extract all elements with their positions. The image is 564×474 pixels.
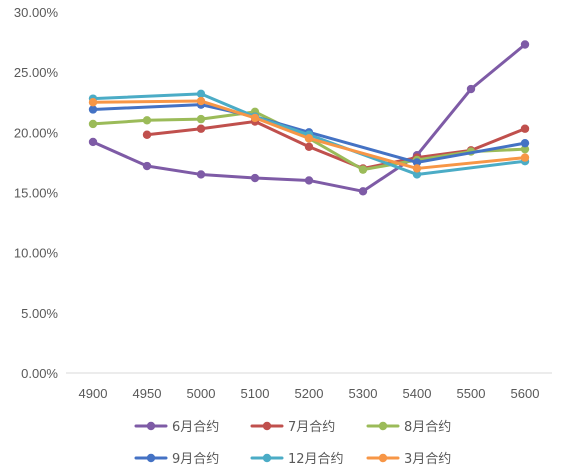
legend-swatch-marker <box>146 421 156 431</box>
data-point <box>142 130 152 139</box>
legend-label: 3月合约 <box>404 452 451 467</box>
series-line <box>91 92 527 176</box>
data-point <box>412 170 422 179</box>
x-tick-label: 5400 <box>403 386 432 401</box>
x-tick-label: 5300 <box>349 386 378 401</box>
data-point <box>412 158 422 167</box>
data-point <box>520 144 530 154</box>
data-point <box>358 165 368 174</box>
y-tick-label: 0.00% <box>21 366 58 381</box>
data-point <box>250 173 260 183</box>
data-point <box>304 142 314 151</box>
x-tick-label: 4950 <box>133 386 162 401</box>
legend-swatch-marker <box>378 421 388 431</box>
legend: 6月合约 7月合约 8月合约 9月合约 12月合约 3月合约 <box>134 420 451 467</box>
data-point <box>196 124 206 133</box>
x-tick-label: 5100 <box>241 386 270 401</box>
data-point <box>142 161 152 171</box>
data-point <box>304 134 314 143</box>
x-tick-label: 5200 <box>295 386 324 401</box>
legend-item: 6月合约 <box>134 420 219 435</box>
data-point <box>304 176 314 185</box>
legend-item: 9月合约 <box>134 452 219 467</box>
series-line <box>91 99 527 170</box>
data-point <box>88 105 98 114</box>
data-point <box>358 187 368 196</box>
data-point <box>196 170 206 179</box>
legend-item: 3月合约 <box>366 452 451 467</box>
legend-swatch-marker <box>262 421 272 431</box>
x-tick-label: 5000 <box>187 386 216 401</box>
series-1 <box>88 40 530 196</box>
data-point <box>520 124 530 133</box>
x-axis-tick-labels: 4900 4950 5000 5100 5200 5300 5400 5500 5600 <box>79 386 540 401</box>
data-point <box>88 137 98 147</box>
legend-item: 7月合约 <box>250 420 335 435</box>
series-lines <box>88 40 530 196</box>
legend-label: 9月合约 <box>172 452 219 467</box>
y-tick-label: 20.00% <box>14 125 59 140</box>
y-tick-label: 25.00% <box>14 65 59 80</box>
legend-swatch-marker <box>262 453 272 463</box>
legend-label: 12月合约 <box>288 452 344 467</box>
data-point <box>142 116 152 125</box>
legend-label: 8月合约 <box>404 420 451 435</box>
data-point <box>250 113 260 123</box>
x-tick-label: 5600 <box>511 386 540 401</box>
data-point <box>466 84 476 94</box>
legend-item: 8月合约 <box>366 420 451 435</box>
data-point <box>88 98 98 107</box>
data-point <box>520 40 530 49</box>
data-point <box>196 114 206 124</box>
x-tick-label: 4900 <box>79 386 108 401</box>
x-tick-label: 5500 <box>457 386 486 401</box>
legend-item: 12月合约 <box>250 452 344 467</box>
data-point <box>88 119 98 129</box>
y-axis-tick-labels: 0.00% 5.00% 10.00% 15.00% 20.00% 25.00% 30.00% <box>14 5 59 381</box>
legend-swatch-marker <box>146 453 156 463</box>
y-tick-label: 15.00% <box>14 186 59 201</box>
data-point <box>520 138 530 148</box>
series-6 <box>88 96 530 173</box>
y-tick-label: 5.00% <box>21 306 58 321</box>
data-point <box>412 164 422 173</box>
legend-swatch-marker <box>378 453 388 463</box>
data-point <box>196 89 206 99</box>
y-tick-label: 30.00% <box>14 5 59 20</box>
data-point <box>520 153 530 162</box>
legend-label: 7月合约 <box>288 420 335 435</box>
y-tick-label: 10.00% <box>14 246 59 261</box>
data-point <box>196 96 206 106</box>
legend-label: 6月合约 <box>172 420 219 435</box>
